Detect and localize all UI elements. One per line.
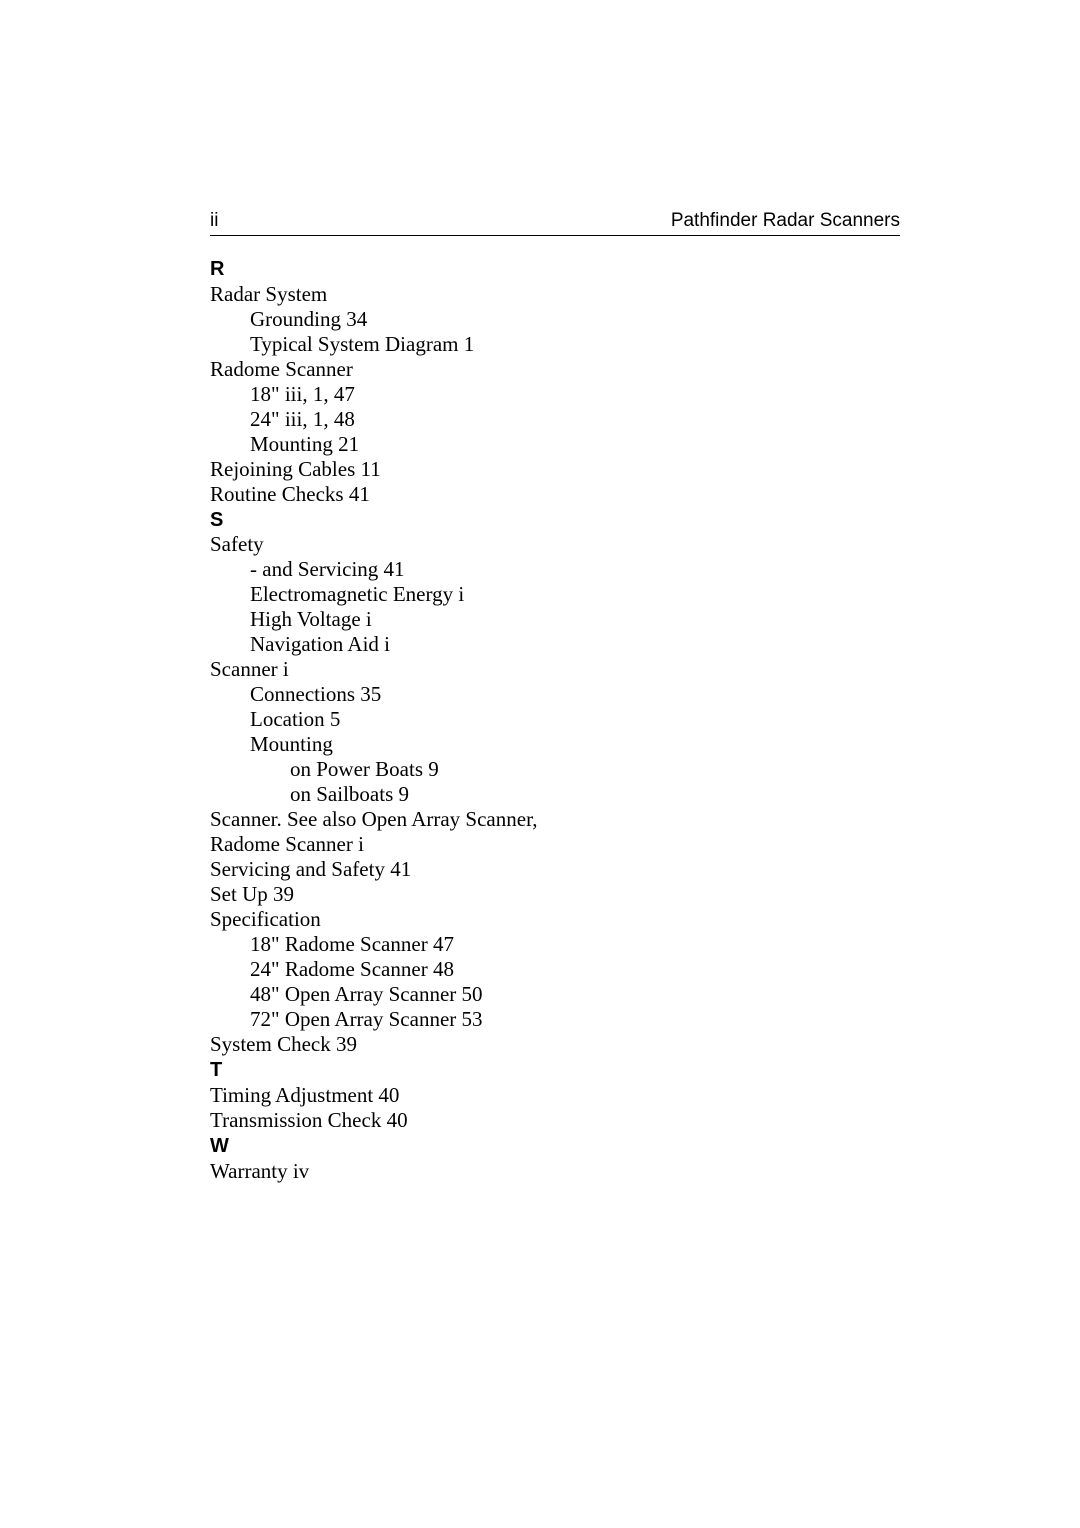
index-entry: Grounding 34: [250, 307, 630, 332]
index-letter: W: [210, 1135, 630, 1159]
index-entry: Connections 35: [250, 682, 630, 707]
page-number: ii: [210, 210, 218, 232]
index-entry: Safety: [210, 532, 630, 557]
index-entry: 18" Radome Scanner 47: [250, 932, 630, 957]
index-entry: 24" iii, 1, 48: [250, 407, 630, 432]
index-letter: S: [210, 509, 630, 533]
index-entry: 18" iii, 1, 47: [250, 382, 630, 407]
page-header: ii Pathfinder Radar Scanners: [210, 210, 900, 236]
index-entry: Radome Scanner i: [210, 832, 630, 857]
index-entry: Mounting 21: [250, 432, 630, 457]
index-entry: Set Up 39: [210, 882, 630, 907]
index-entry: Navigation Aid i: [250, 632, 630, 657]
index-letter: T: [210, 1059, 630, 1083]
index-entry: Routine Checks 41: [210, 482, 630, 507]
index-entry: on Sailboats 9: [290, 782, 630, 807]
index-entry: System Check 39: [210, 1032, 630, 1057]
index-entry: Rejoining Cables 11: [210, 457, 630, 482]
index-entry: Typical System Diagram 1: [250, 332, 630, 357]
index-entry: Radar System: [210, 282, 630, 307]
index-entry: on Power Boats 9: [290, 757, 630, 782]
page: ii Pathfinder Radar Scanners RRadar Syst…: [0, 0, 1080, 1528]
index-entry: Warranty iv: [210, 1159, 630, 1184]
index-entry: Electromagnetic Energy i: [250, 582, 630, 607]
index-letter: R: [210, 258, 630, 282]
index-entry: - and Servicing 41: [250, 557, 630, 582]
document-title: Pathfinder Radar Scanners: [671, 210, 900, 232]
index-entry: Servicing and Safety 41: [210, 857, 630, 882]
index-entry: Timing Adjustment 40: [210, 1083, 630, 1108]
index-entry: 48" Open Array Scanner 50: [250, 982, 630, 1007]
index-entry: Specification: [210, 907, 630, 932]
index-entry: 24" Radome Scanner 48: [250, 957, 630, 982]
index-entry: Transmission Check 40: [210, 1108, 630, 1133]
index-entry: Location 5: [250, 707, 630, 732]
index-entry: Mounting: [250, 732, 630, 757]
index-entry: 72" Open Array Scanner 53: [250, 1007, 630, 1032]
index-entry: Scanner i: [210, 657, 630, 682]
index-entry: High Voltage i: [250, 607, 630, 632]
index-entry: Radome Scanner: [210, 357, 630, 382]
index-body: RRadar SystemGrounding 34Typical System …: [210, 258, 630, 1184]
index-entry: Scanner. See also Open Array Scanner,: [210, 807, 630, 832]
